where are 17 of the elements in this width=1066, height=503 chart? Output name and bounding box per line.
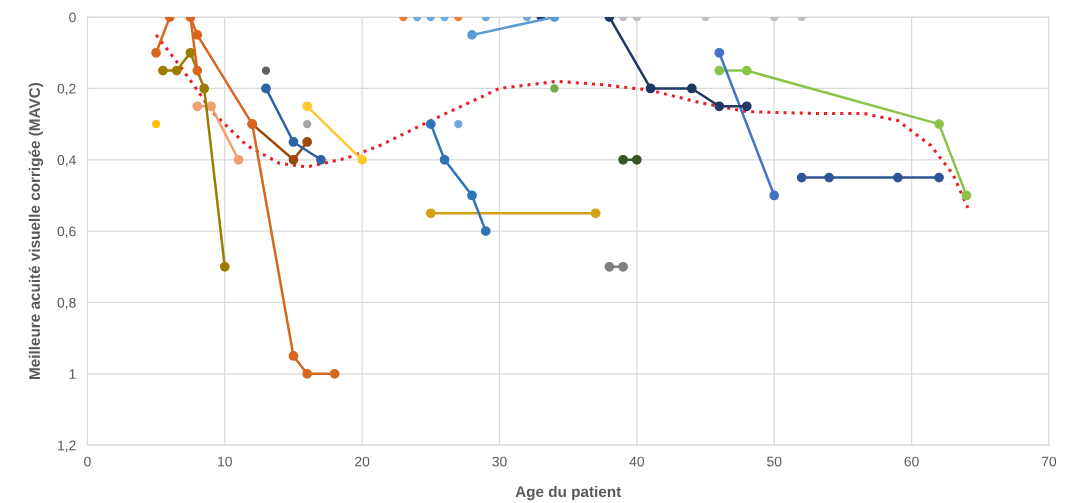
y-tick-label: 0,2 <box>57 83 76 96</box>
y-tick-label: 0,6 <box>57 226 76 238</box>
y-tick-label: 0,8 <box>57 297 76 310</box>
x-tick-label: 10 <box>218 456 232 467</box>
x-tick-label: 40 <box>629 456 645 467</box>
x-tick-label: 20 <box>355 456 370 467</box>
x-tick-label: 0 <box>84 456 91 467</box>
x-tick-label: 50 <box>767 456 782 467</box>
x-axis-title: Age du patient <box>515 485 622 501</box>
x-tick-label: 30 <box>492 456 507 467</box>
y-tick-label: 1 <box>69 369 76 379</box>
y-tick-label: 0 <box>69 12 76 23</box>
x-tick-label: 60 <box>904 456 919 467</box>
y-axis-title: Meilleure acuité visuelle corrigée (MAVC) <box>28 83 44 379</box>
y-tick-label: 0,4 <box>57 155 76 167</box>
x-tick-label: 70 <box>1041 456 1057 467</box>
y-tick-label: 1,2 <box>58 440 76 452</box>
